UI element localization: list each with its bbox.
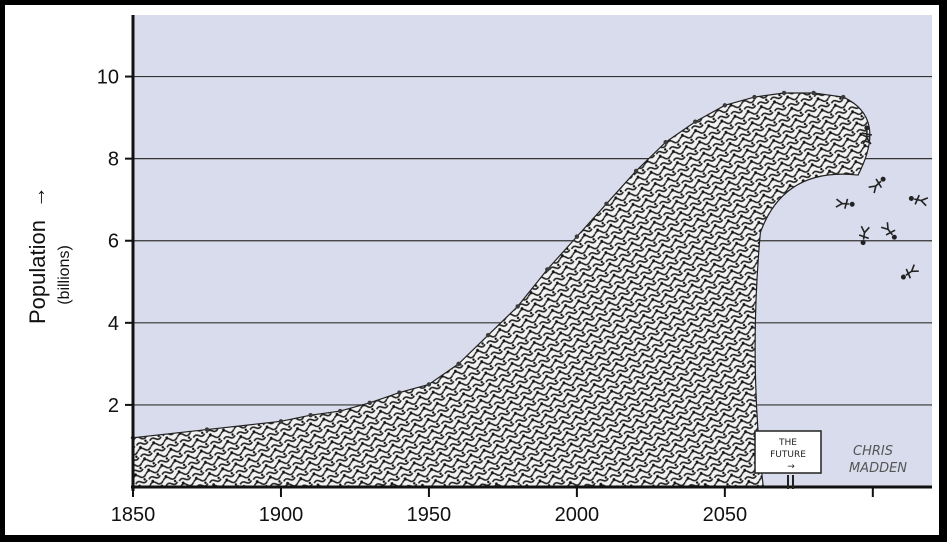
y-tick-label: 6 [108,231,119,253]
x-axis-ticks: 1850 1900 1950 2000 2050 [111,487,874,526]
wave-point [456,361,461,367]
cartoon-chart-frame: 1850 1900 1950 2000 2050 2 4 6 8 10 Population →… [5,5,939,535]
wave-point [604,201,609,206]
sign-line2: FUTURE [770,450,806,460]
wave-point [397,390,402,395]
y-axis-unit: (billions) [56,245,73,305]
falling-person-icon [835,198,855,209]
wave-point [752,94,757,100]
x-tick-label: 1950 [407,504,452,526]
y-tick-label: 2 [108,395,119,417]
wave-point [663,140,668,145]
wave-point [515,304,520,309]
falling-person-icon [880,222,897,240]
population-wave-chart: 1850 1900 1950 2000 2050 2 4 6 8 10 Population →… [25,15,932,526]
wave-point [633,168,639,174]
wave-point [426,382,432,387]
wave-point [693,119,698,124]
falling-people [835,125,929,280]
artist-signature-line1: CHRIS [853,444,893,459]
wave-point [841,94,846,100]
wave-point [574,234,580,239]
sign-board [754,430,822,474]
x-tick-label: 1850 [111,504,156,526]
wave-point [811,90,816,96]
future-sign: THE FUTURE → [754,430,822,489]
wave-point [278,419,284,424]
y-tick-label: 4 [108,313,119,335]
sign-arrow: → [787,462,795,472]
y-axis-ticks: 2 4 6 8 10 [97,67,133,417]
x-tick-label: 2050 [703,504,748,526]
falling-person-icon [868,176,886,194]
falling-person-icon [858,225,870,246]
wave-point [545,267,550,272]
falling-person-icon [900,264,919,280]
y-tick-label: 10 [97,67,119,89]
wave-point [367,400,372,406]
wave-point [308,412,313,418]
y-tick-label: 8 [108,149,119,171]
x-tick-label: 1900 [259,504,304,526]
falling-person-icon [861,125,873,145]
falling-person-icon [908,194,929,207]
sign-line1: THE [778,438,797,448]
x-tick-label: 2000 [555,504,600,526]
y-axis-title: Population → [25,186,50,324]
population-wave-area [132,92,871,488]
wave-point [781,90,787,96]
y-axis-title-group: Population → (billions) [25,186,73,324]
artist-signature-line2: MADDEN [849,461,907,476]
wave-point [337,408,343,414]
wave-point [204,427,210,432]
wave-point [722,103,728,108]
wave-point [485,332,491,338]
